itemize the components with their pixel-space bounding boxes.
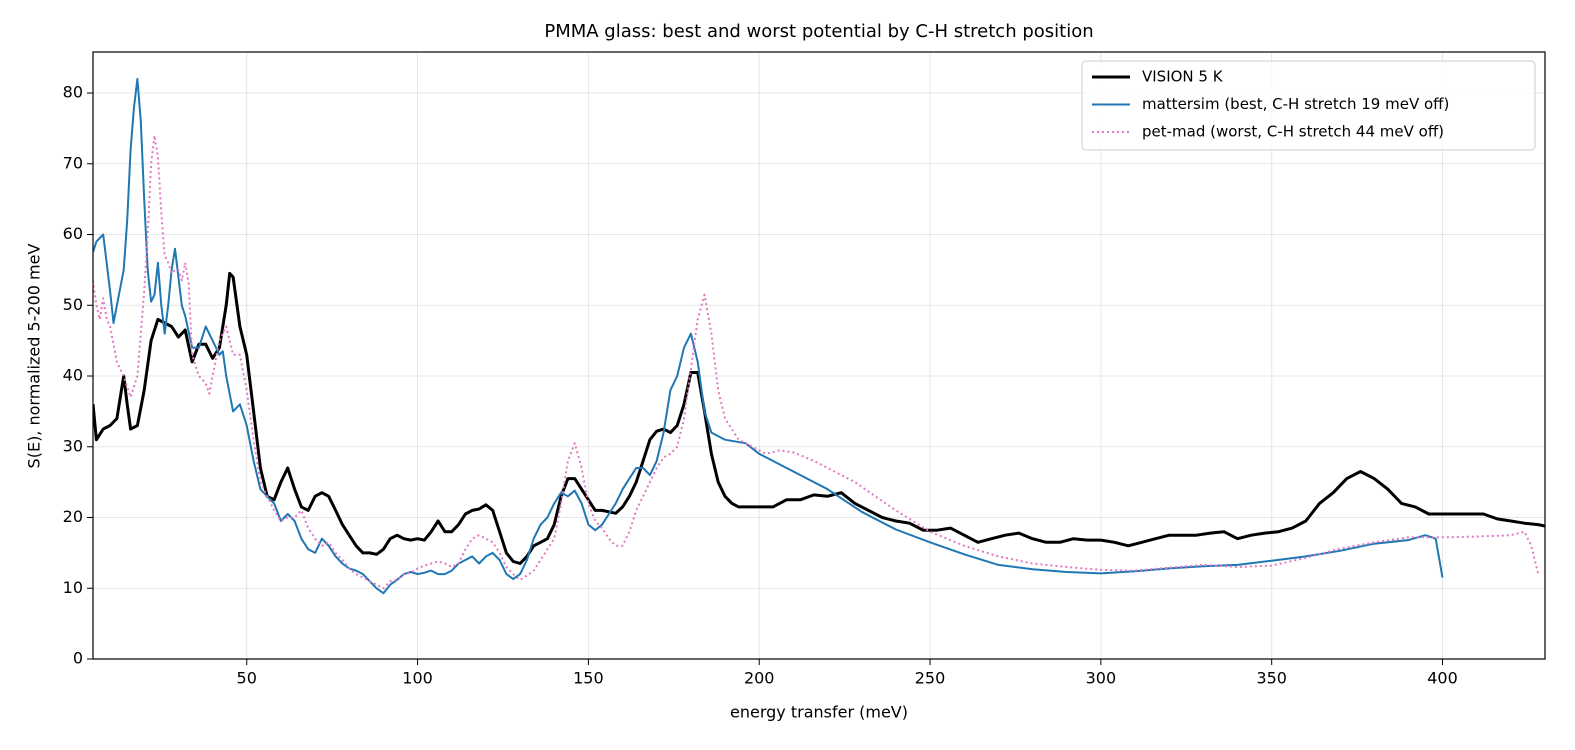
- legend-label: VISION 5 K: [1142, 68, 1224, 86]
- y-tick-label: 70: [63, 153, 83, 172]
- series-line: [93, 77, 1444, 595]
- x-axis-label: energy transfer (meV): [730, 703, 908, 722]
- y-tick-label: 40: [63, 366, 83, 385]
- legend-box: [1081, 60, 1536, 151]
- y-axis-label: S(E), normalized 5-200 meV: [25, 244, 44, 469]
- series-line: [93, 134, 1540, 590]
- plot-frame: [92, 51, 1546, 660]
- y-tick-label: 0: [73, 649, 83, 668]
- legend-label: mattersim (best, C-H stretch 19 meV off): [1142, 95, 1449, 113]
- x-tick-label: 100: [402, 669, 433, 688]
- y-tick-label: 20: [63, 507, 83, 526]
- y-tick-label: 60: [63, 224, 83, 243]
- chart-title: PMMA glass: best and worst potential by …: [544, 21, 1093, 42]
- x-tick-label: 50: [237, 669, 257, 688]
- x-tick-label: 400: [1427, 669, 1458, 688]
- x-tick-label: 250: [915, 669, 946, 688]
- x-tick-label: 350: [1256, 669, 1287, 688]
- y-tick-label: 50: [63, 295, 83, 314]
- legend-label: pet-mad (worst, C-H stretch 44 meV off): [1142, 123, 1444, 141]
- x-tick-label: 200: [744, 669, 775, 688]
- y-tick-label: 10: [63, 578, 83, 597]
- x-tick-label: 150: [573, 669, 604, 688]
- x-tick-label: 300: [1086, 669, 1117, 688]
- y-tick-label: 80: [63, 83, 83, 102]
- y-tick-label: 30: [63, 436, 83, 455]
- series-line: [93, 271, 1545, 565]
